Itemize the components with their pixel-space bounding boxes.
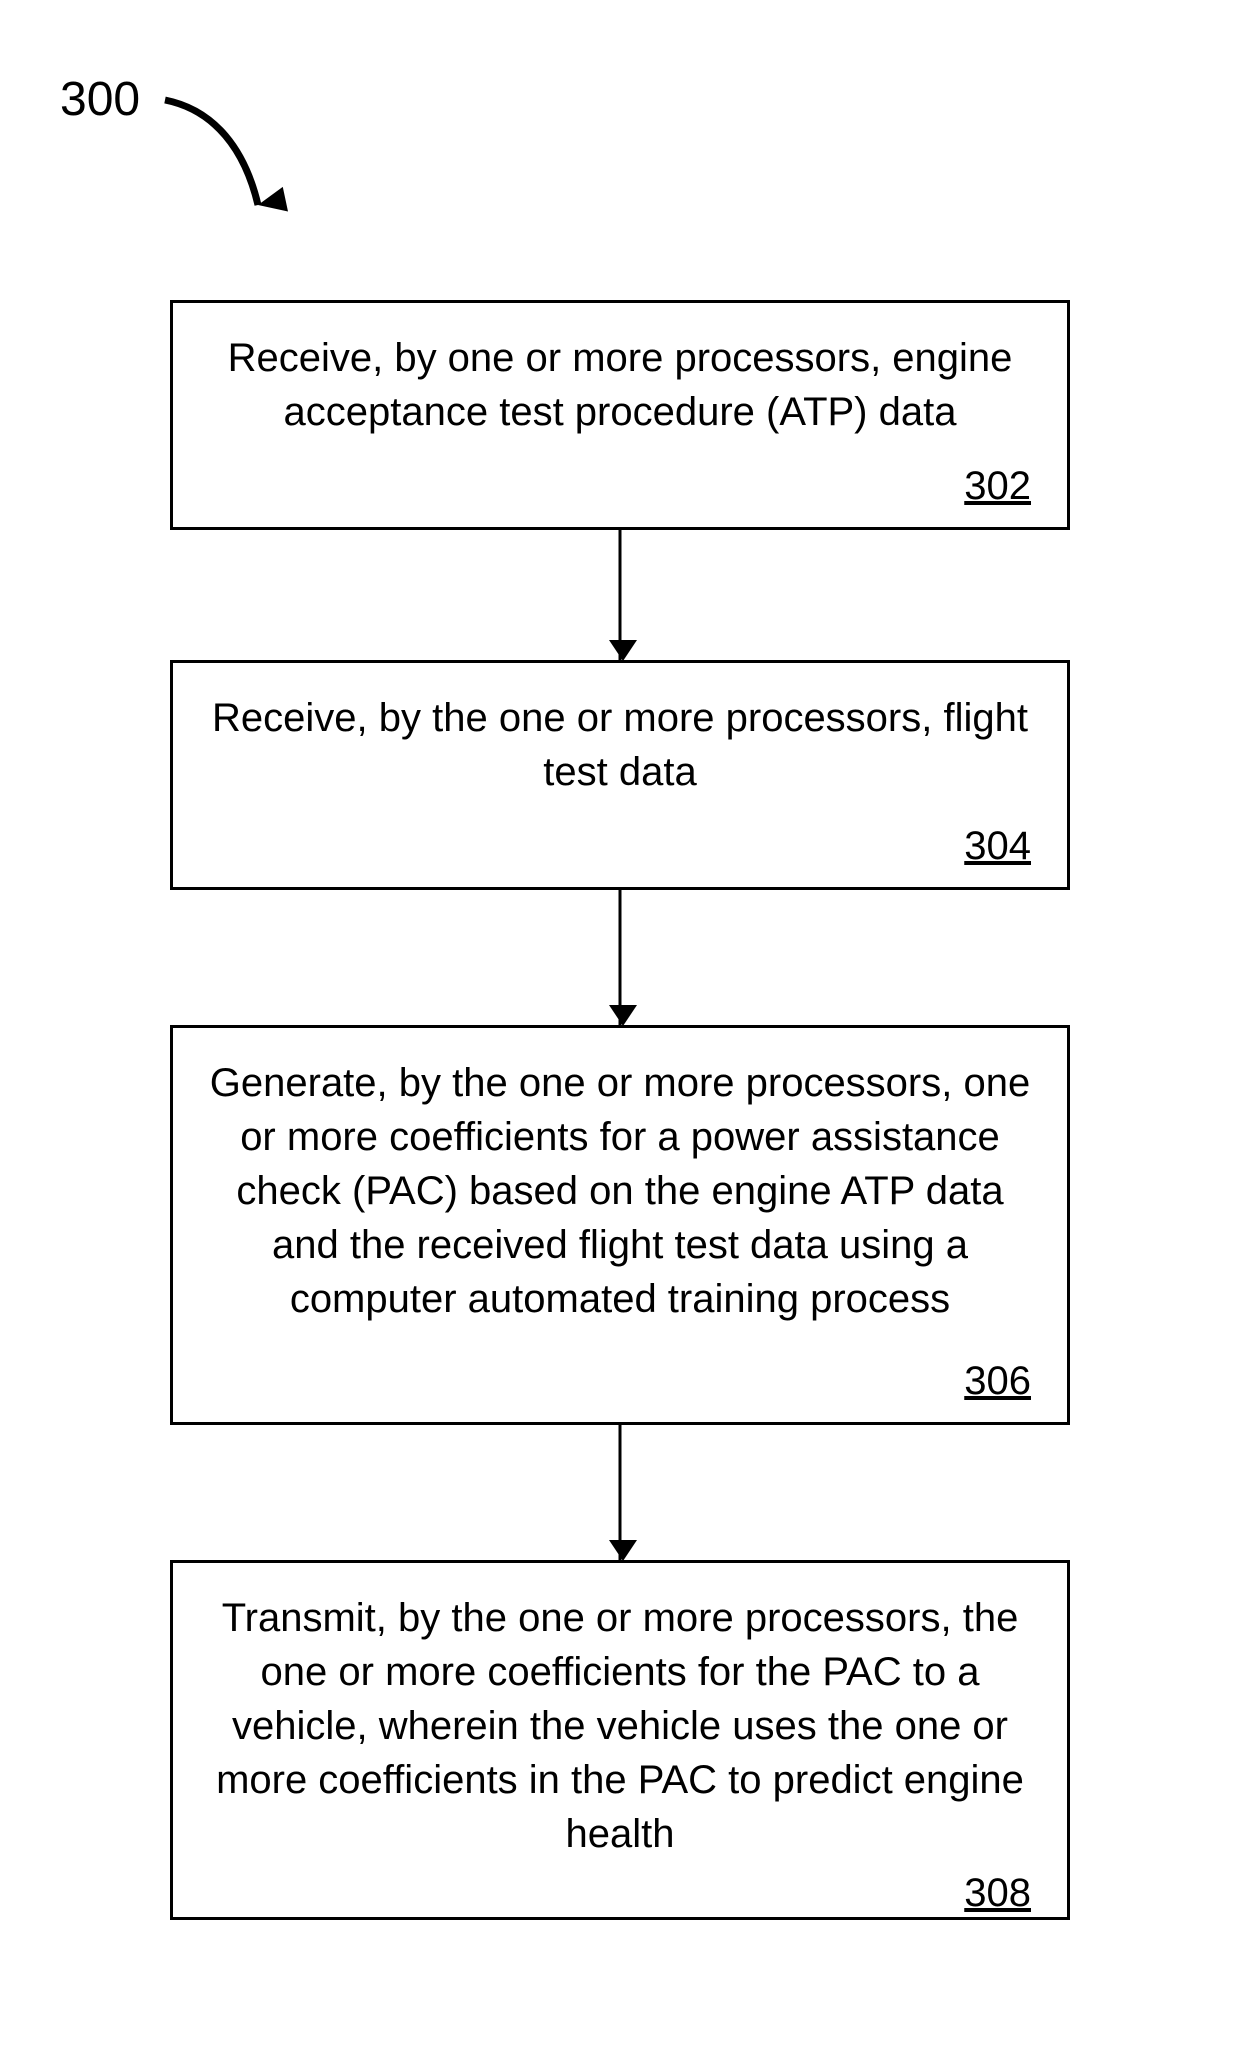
figure-reference-arrow-head	[258, 187, 288, 212]
step-text: Receive, by one or more processors, engi…	[209, 331, 1031, 439]
connector-304-306	[619, 890, 622, 1025]
connector-302-304	[619, 530, 622, 660]
step-ref-number: 302	[964, 464, 1031, 509]
connector-306-308	[619, 1425, 622, 1560]
step-text: Receive, by the one or more processors, …	[209, 691, 1031, 799]
figure-reference-label: 300	[60, 72, 140, 127]
flowchart-step-304: Receive, by the one or more processors, …	[170, 660, 1070, 890]
arrowhead-icon	[609, 640, 637, 661]
figure-reference-arrow-path	[165, 100, 258, 205]
step-text: Transmit, by the one or more processors,…	[209, 1591, 1031, 1861]
step-ref-number: 304	[964, 824, 1031, 869]
arrowhead-icon	[609, 1540, 637, 1561]
step-ref-number: 308	[964, 1871, 1031, 1916]
step-text: Generate, by the one or more processors,…	[209, 1056, 1031, 1326]
arrowhead-icon	[609, 1005, 637, 1026]
flowchart-step-306: Generate, by the one or more processors,…	[170, 1025, 1070, 1425]
flowchart-step-308: Transmit, by the one or more processors,…	[170, 1560, 1070, 1920]
flowchart-step-302: Receive, by one or more processors, engi…	[170, 300, 1070, 530]
step-ref-number: 306	[964, 1359, 1031, 1404]
